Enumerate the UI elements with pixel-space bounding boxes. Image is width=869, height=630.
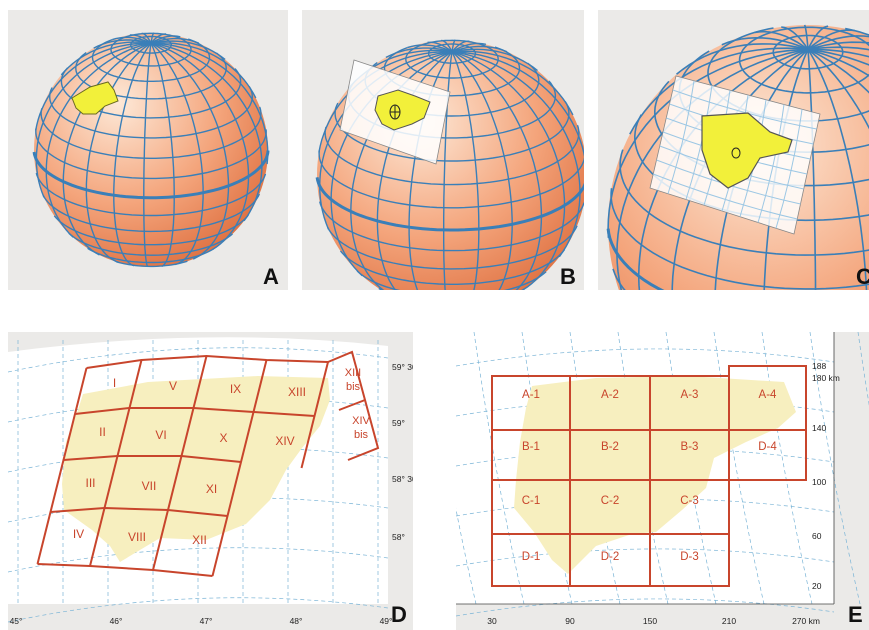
- sheet-label: VI: [155, 428, 166, 442]
- sheet-label: IX: [230, 382, 241, 396]
- lat-label: 59° 30': [392, 362, 413, 372]
- x-axis-label: 210: [722, 616, 736, 626]
- lon-label: 46°: [110, 616, 123, 626]
- area-a: [71, 81, 119, 115]
- sheet-label: X: [219, 431, 227, 445]
- sheet-label: III: [85, 476, 95, 490]
- lon-label: 48°: [290, 616, 303, 626]
- sheet-label-bis: bis: [346, 381, 361, 393]
- sheet-label: A-4: [759, 389, 778, 401]
- globe-a-svg: [32, 32, 270, 268]
- sheet-label-bis: bis: [354, 429, 369, 441]
- sheet-label: XII: [192, 533, 207, 547]
- map-e-svg: A-1 A-2 A-3 A-4 B-1 B-2 B-3 D-4 C-1 C-2 C-3 D-1 D-2 D…: [456, 332, 869, 626]
- x-axis-label: 90: [565, 616, 575, 626]
- sheet-label: D-1: [522, 551, 541, 563]
- sheet-label-bis: XIV: [352, 415, 370, 427]
- area-b: [374, 89, 431, 131]
- sheet-label: B-3: [681, 441, 699, 453]
- lat-label: 59°: [392, 418, 405, 428]
- y-axis-label: 60: [812, 531, 822, 541]
- y-axis-label: 180 km: [812, 373, 840, 383]
- sheet-label: D-2: [601, 551, 620, 563]
- sheet-label: A-3: [681, 389, 699, 401]
- panel-label-e: E: [848, 602, 863, 627]
- globe-c-svg: [606, 24, 869, 290]
- sheet-label: XIII: [288, 385, 306, 399]
- y-axis-label: 140: [812, 423, 826, 433]
- y-axis-label: 100: [812, 477, 826, 487]
- sheet-label: D-3: [680, 551, 699, 563]
- lon-label: 45°: [10, 616, 23, 626]
- sheet-label: I: [113, 376, 116, 390]
- globe-panel-b: B: [302, 10, 584, 290]
- panel-label-d: D: [391, 602, 407, 627]
- globe-a-graticule: [32, 32, 270, 268]
- territory-d: [62, 376, 330, 562]
- sheet-label: B-1: [522, 441, 540, 453]
- sheet-label: V: [169, 379, 177, 393]
- x-axis-label: 150: [643, 616, 657, 626]
- sheet-label: IV: [73, 527, 84, 541]
- x-axis-label: 270 km: [792, 616, 820, 626]
- sheet-label: C-2: [601, 495, 620, 507]
- sheet-label: XIV: [275, 434, 294, 448]
- sheet-label: A-1: [522, 389, 540, 401]
- sheet-label: C-3: [680, 495, 699, 507]
- territory-e: [514, 376, 796, 574]
- sheet-label: VII: [142, 479, 157, 493]
- sheet-label: VIII: [128, 530, 146, 544]
- sheet-label: C-1: [522, 495, 541, 507]
- x-axis-label: 30: [487, 616, 497, 626]
- lat-label: 58° 30': [392, 474, 413, 484]
- sheet-label-bis: XIII: [345, 367, 362, 379]
- sheet-label: XI: [206, 482, 217, 496]
- sheet-label: II: [99, 425, 106, 439]
- y-axis-label: 20: [812, 581, 822, 591]
- y-axis-label: 188: [812, 361, 826, 371]
- area-c: [701, 112, 793, 189]
- globe-b-svg: [315, 39, 584, 290]
- panel-label-a: A: [263, 264, 279, 289]
- globe-panel-c: C: [598, 10, 869, 290]
- sheet-label: A-2: [601, 389, 619, 401]
- lon-label: 47°: [200, 616, 213, 626]
- panel-label-c: C: [856, 264, 869, 289]
- sheet-label: D-4: [758, 441, 777, 453]
- lat-label: 58°: [392, 532, 405, 542]
- map-panel-e: A-1 A-2 A-3 A-4 B-1 B-2 B-3 D-4 C-1 C-2 C-3 D-1 D-2 D…: [456, 332, 869, 630]
- map-panel-d: I V IX XIII II VI X XIV III VII XI IV VIII XII XIII bis…: [8, 332, 413, 630]
- center-point-c: [731, 147, 741, 159]
- panel-label-b: B: [560, 264, 576, 289]
- globe-b-graticule: [315, 39, 584, 290]
- sheet-label: B-2: [601, 441, 619, 453]
- globe-panel-a: A: [8, 10, 288, 290]
- lon-label: 49°: [380, 616, 393, 626]
